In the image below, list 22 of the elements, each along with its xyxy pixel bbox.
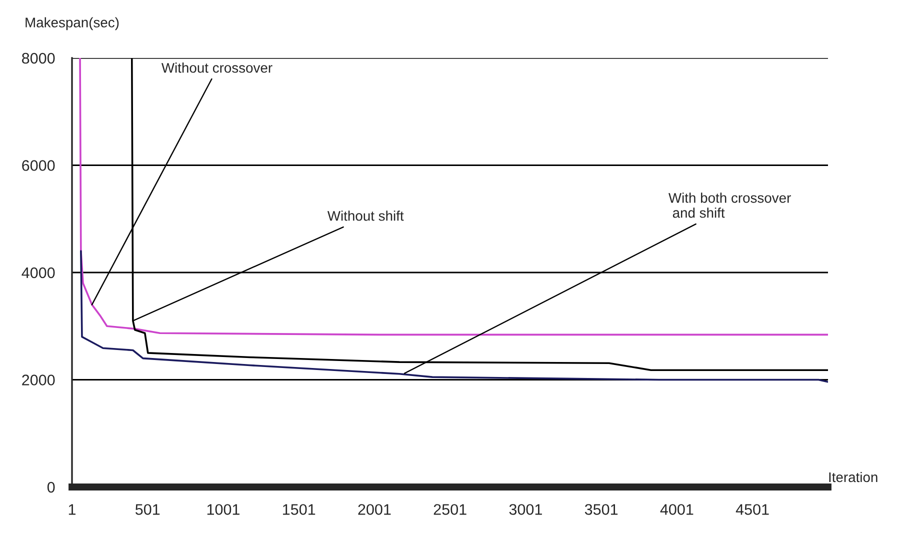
- annotation: With both crossover and shift: [668, 192, 791, 218]
- y-tick-label: 2000: [22, 374, 55, 386]
- x-tick-label: 1001: [207, 504, 240, 515]
- y-axis-title: Makespan(sec): [26, 17, 119, 30]
- line-series: [79, 58, 828, 336]
- x-tick-label: 1501: [283, 504, 316, 515]
- x-tick-label: 1: [68, 504, 76, 515]
- y-tick-label: 6000: [22, 160, 55, 171]
- x-tick-label: 2001: [358, 504, 391, 515]
- x-tick-label: 3501: [584, 504, 618, 515]
- y-tick-label: 0: [47, 482, 55, 493]
- y-tick-label: 8000: [22, 52, 55, 64]
- x-tick-label: 4501: [736, 504, 769, 515]
- line-series: [80, 250, 828, 383]
- annotation: Without crossover: [161, 62, 272, 73]
- x-tick-label: 4001: [660, 504, 694, 515]
- y-tick-label: 4000: [22, 267, 55, 278]
- x-tick-label: 2501: [434, 504, 466, 515]
- annotation: Without shift: [327, 210, 404, 221]
- x-tick-label: 3001: [509, 504, 542, 515]
- x-tick-label: 501: [135, 504, 160, 515]
- x-axis-title: Iteration: [829, 472, 878, 482]
